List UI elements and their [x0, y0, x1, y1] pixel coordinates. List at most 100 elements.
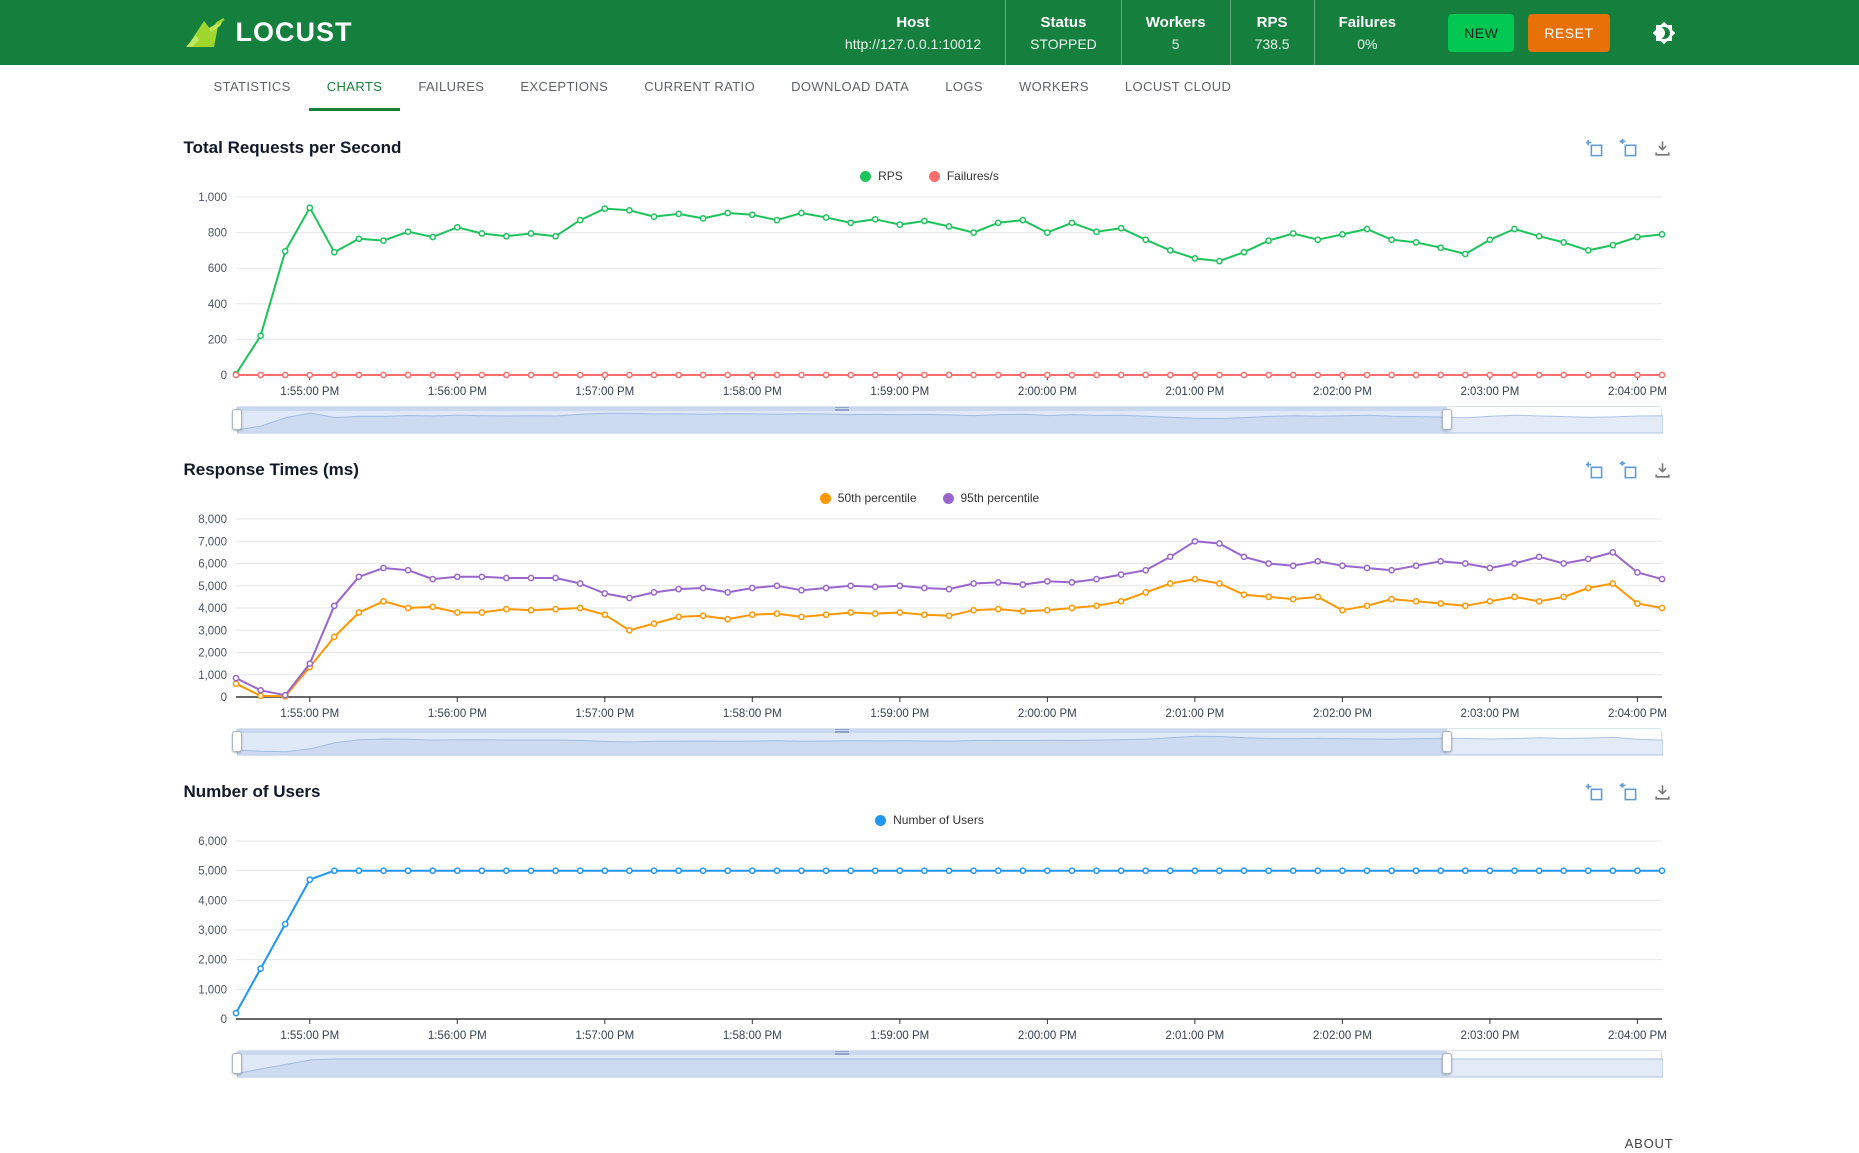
- svg-text:600: 600: [207, 263, 226, 275]
- chart-canvas: 0 1,000 2,000 3,000 4,000 5,000 6,000 7,000 8,00…: [198, 514, 1667, 720]
- svg-text:2:03:00 PM: 2:03:00 PM: [1460, 1030, 1519, 1042]
- svg-text:5,000: 5,000: [198, 866, 227, 878]
- svg-text:800: 800: [207, 228, 226, 240]
- brand: LOCUST: [184, 16, 353, 50]
- stat-host: Host http://127.0.0.1:10012: [821, 0, 1005, 65]
- slider-handle-right[interactable]: [1441, 409, 1452, 430]
- datazoom-slider[interactable]: [231, 406, 1663, 434]
- svg-text:1,000: 1,000: [198, 670, 227, 682]
- legend-item-number-of-users[interactable]: Number of Users: [875, 813, 984, 827]
- reset-button[interactable]: RESET: [1528, 13, 1610, 52]
- svg-text:2:01:00 PM: 2:01:00 PM: [1165, 386, 1224, 398]
- svg-text:1:55:00 PM: 1:55:00 PM: [280, 386, 339, 398]
- stat-status-label: Status: [1040, 13, 1087, 31]
- slider-handle-left[interactable]: [231, 731, 242, 752]
- svg-text:400: 400: [207, 299, 226, 311]
- save-image-icon[interactable]: [1653, 139, 1672, 158]
- chart-legend: Number of Users: [184, 809, 1676, 831]
- svg-text:2:00:00 PM: 2:00:00 PM: [1017, 386, 1076, 398]
- tab-failures[interactable]: FAILURES: [418, 79, 485, 94]
- stat-failures-label: Failures: [1338, 13, 1397, 31]
- tab-logs[interactable]: LOGS: [945, 79, 983, 94]
- stat-status-value: STOPPED: [1030, 35, 1097, 52]
- stat-workers: Workers 5: [1120, 0, 1230, 65]
- legend-label: 50th percentile: [837, 491, 917, 505]
- datazoom-slider[interactable]: [231, 728, 1663, 756]
- tab-download-data[interactable]: DOWNLOAD DATA: [791, 79, 910, 94]
- legend-item-failures-s[interactable]: Failures/s: [928, 169, 999, 183]
- legend-dot: [875, 814, 887, 826]
- svg-text:1:58:00 PM: 1:58:00 PM: [722, 1030, 781, 1042]
- tab-current-ratio[interactable]: CURRENT RATIO: [644, 79, 756, 94]
- svg-text:1:56:00 PM: 1:56:00 PM: [427, 1030, 486, 1042]
- tab-exceptions[interactable]: EXCEPTIONS: [520, 79, 609, 94]
- stat-rps-label: RPS: [1256, 13, 1288, 31]
- legend-label: RPS: [878, 169, 903, 183]
- legend-dot: [942, 492, 954, 504]
- zoom-restore-icon[interactable]: [1618, 138, 1638, 158]
- slider-selected-range[interactable]: [236, 1051, 1447, 1076]
- about-link[interactable]: ABOUT: [1624, 1136, 1674, 1151]
- svg-text:2:04:00 PM: 2:04:00 PM: [1607, 1030, 1666, 1042]
- svg-text:4,000: 4,000: [198, 603, 227, 615]
- nav-tabbar: STATISTICS CHARTS FAILURES EXCEPTIONS CU…: [184, 65, 1676, 111]
- save-image-icon[interactable]: [1653, 783, 1672, 802]
- svg-text:3,000: 3,000: [198, 625, 227, 637]
- tab-charts[interactable]: CHARTS: [308, 65, 401, 111]
- svg-text:2:02:00 PM: 2:02:00 PM: [1312, 386, 1371, 398]
- svg-text:2:04:00 PM: 2:04:00 PM: [1607, 386, 1666, 398]
- slider-grip-icon: [834, 407, 849, 411]
- stat-rps: RPS 738.5: [1229, 0, 1314, 65]
- slider-handle-right[interactable]: [1441, 1053, 1452, 1074]
- zoom-restore-icon[interactable]: [1618, 460, 1638, 480]
- legend-label: Number of Users: [893, 813, 984, 827]
- chart-toolbox: [1585, 460, 1676, 480]
- zoom-restore-icon[interactable]: [1618, 782, 1638, 802]
- datazoom-slider[interactable]: [231, 1050, 1663, 1078]
- svg-text:1:58:00 PM: 1:58:00 PM: [722, 386, 781, 398]
- svg-text:2:01:00 PM: 2:01:00 PM: [1165, 1030, 1224, 1042]
- dark-mode-toggle-button[interactable]: [1652, 21, 1676, 45]
- gridlines: [235, 196, 1662, 340]
- legend-dot: [819, 492, 831, 504]
- zoom-select-icon[interactable]: [1585, 783, 1604, 802]
- svg-text:6,000: 6,000: [198, 559, 227, 571]
- gridlines: [235, 518, 1662, 676]
- svg-text:7,000: 7,000: [198, 536, 227, 548]
- zoom-select-icon[interactable]: [1585, 461, 1604, 480]
- svg-text:1:55:00 PM: 1:55:00 PM: [280, 708, 339, 720]
- zoom-select-icon[interactable]: [1585, 139, 1604, 158]
- chart-section-number-of-users: Number of Users Nu: [184, 777, 1676, 1078]
- gridlines: [235, 840, 1662, 990]
- svg-text:1:59:00 PM: 1:59:00 PM: [870, 1030, 929, 1042]
- slider-handle-left[interactable]: [231, 409, 242, 430]
- axes: 0 1,000 2,000 3,000 4,000 5,000 6,000 7,000 8,00…: [198, 514, 1667, 720]
- svg-text:4,000: 4,000: [198, 895, 227, 907]
- svg-text:2:03:00 PM: 2:03:00 PM: [1460, 708, 1519, 720]
- chart-section-response-times: Response Times (ms): [184, 455, 1676, 756]
- legend-label: Failures/s: [946, 169, 999, 183]
- legend-item-95th-percentile[interactable]: 95th percentile: [942, 491, 1039, 505]
- tab-workers[interactable]: WORKERS: [1018, 79, 1089, 94]
- svg-text:2:02:00 PM: 2:02:00 PM: [1312, 708, 1371, 720]
- svg-text:2:04:00 PM: 2:04:00 PM: [1607, 708, 1666, 720]
- stat-rps-value: 738.5: [1254, 35, 1290, 52]
- save-image-icon[interactable]: [1653, 461, 1672, 480]
- series-50th-percentile: [232, 575, 1665, 700]
- slider-selected-range[interactable]: [236, 407, 1447, 432]
- charts-page: Total Requests per Second: [184, 133, 1676, 1078]
- slider-handle-left[interactable]: [231, 1053, 242, 1074]
- legend-item-rps[interactable]: RPS: [860, 169, 903, 183]
- svg-text:3,000: 3,000: [198, 925, 227, 937]
- svg-text:2:02:00 PM: 2:02:00 PM: [1312, 1030, 1371, 1042]
- tab-locust-cloud[interactable]: LOCUST CLOUD: [1124, 79, 1232, 94]
- tab-statistics[interactable]: STATISTICS: [213, 79, 291, 94]
- svg-text:1:58:00 PM: 1:58:00 PM: [722, 708, 781, 720]
- chart-section-total-rps: Total Requests per Second: [184, 133, 1676, 434]
- slider-selected-range[interactable]: [236, 729, 1447, 754]
- new-test-button[interactable]: NEW: [1448, 13, 1515, 52]
- slider-handle-right[interactable]: [1441, 731, 1452, 752]
- legend-item-50th-percentile[interactable]: 50th percentile: [819, 491, 917, 505]
- svg-text:1:56:00 PM: 1:56:00 PM: [427, 386, 486, 398]
- svg-text:1,000: 1,000: [198, 192, 227, 204]
